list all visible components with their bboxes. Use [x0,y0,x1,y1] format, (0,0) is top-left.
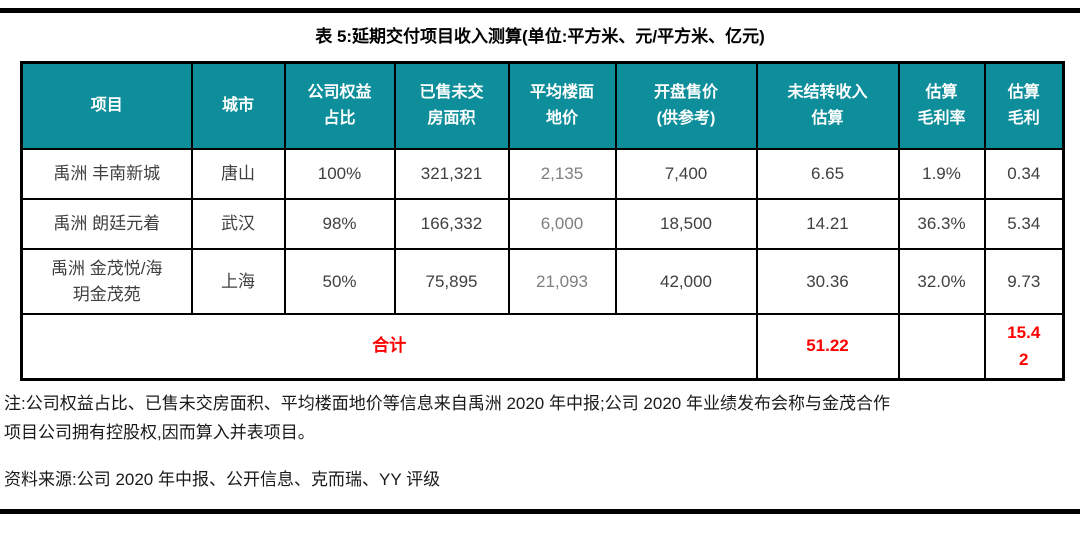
cell-avg-floor-price: 6,000 [507,198,617,250]
report-page: 表 5:延期交付项目收入测算(单位:平方米、元/平方米、亿元) 项目 城市 公司… [0,8,1080,514]
table-title: 表 5:延期交付项目收入测算(单位:平方米、元/平方米、亿元) [315,27,765,46]
total-gross-margin [897,313,986,380]
cell-avg-floor-price: 2,135 [507,148,617,200]
income-estimate-table: 项目 城市 公司权益 占比 已售未交 房面积 平均楼面 地价 开盘售价 (供参考… [20,61,1065,381]
cell-sold-undelivered-area: 166,332 [393,198,510,250]
cell-equity-ratio: 98% [283,198,396,250]
column-header-avg-floor-price: 平均楼面 地价 [507,61,617,150]
cell-opening-price: 42,000 [614,248,758,315]
cell-city: 上海 [190,248,286,315]
cell-opening-price: 18,500 [614,198,758,250]
cell-uncarried-revenue: 30.36 [755,248,900,315]
cell-uncarried-revenue: 6.65 [755,148,900,200]
cell-sold-undelivered-area: 321,321 [393,148,510,200]
cell-project: 禹洲 金茂悦/海 玥金茂苑 [20,248,193,315]
column-header-uncarried-revenue: 未结转收入 估算 [755,61,900,150]
column-header-project: 项目 [20,61,193,150]
table-row: 禹洲 丰南新城 唐山 100% 321,321 2,135 7,400 6.65… [20,148,1065,200]
total-row: 合计 51.22 15.42 [20,313,1065,380]
cell-project: 禹洲 丰南新城 [20,148,193,200]
column-header-gross-profit: 估算 毛利 [983,61,1065,150]
note-text: 注:公司权益占比、已售未交房面积、平均楼面地价等信息来自禹洲 2020 年中报;… [4,393,890,442]
cell-equity-ratio: 50% [283,248,396,315]
cell-sold-undelivered-area: 75,895 [393,248,510,315]
cell-equity-ratio: 100% [283,148,396,200]
total-gross-profit-value: 15.42 [1007,323,1041,370]
column-header-city: 城市 [190,61,286,150]
cell-gross-profit: 0.34 [983,148,1065,200]
cell-gross-profit: 5.34 [983,198,1065,250]
cell-gross-margin: 32.0% [897,248,986,315]
cell-uncarried-revenue: 14.21 [755,198,900,250]
total-gross-profit: 15.42 [983,313,1065,380]
header-row: 项目 城市 公司权益 占比 已售未交 房面积 平均楼面 地价 开盘售价 (供参考… [20,61,1065,150]
cell-avg-floor-price: 21,093 [507,248,617,315]
column-header-opening-price: 开盘售价 (供参考) [614,61,758,150]
cell-gross-margin: 1.9% [897,148,986,200]
table-row: 禹洲 金茂悦/海 玥金茂苑 上海 50% 75,895 21,093 42,00… [20,248,1065,315]
column-header-sold-undelivered-area: 已售未交 房面积 [393,61,510,150]
total-uncarried-revenue: 51.22 [755,313,900,380]
cell-gross-margin: 36.3% [897,198,986,250]
top-divider [0,8,1080,13]
column-header-equity-ratio: 公司权益 占比 [283,61,396,150]
bottom-divider [0,508,1080,514]
cell-gross-profit: 9.73 [983,248,1065,315]
cell-city: 武汉 [190,198,286,250]
cell-project: 禹洲 朗廷元着 [20,198,193,250]
cell-city: 唐山 [190,148,286,200]
total-label: 合计 [20,313,758,380]
source-text: 资料来源:公司 2020 年中报、公开信息、克而瑞、YY 评级 [4,469,441,489]
cell-opening-price: 7,400 [614,148,758,200]
column-header-gross-margin: 估算 毛利率 [897,61,986,150]
table-row: 禹洲 朗廷元着 武汉 98% 166,332 6,000 18,500 14.2… [20,198,1065,250]
